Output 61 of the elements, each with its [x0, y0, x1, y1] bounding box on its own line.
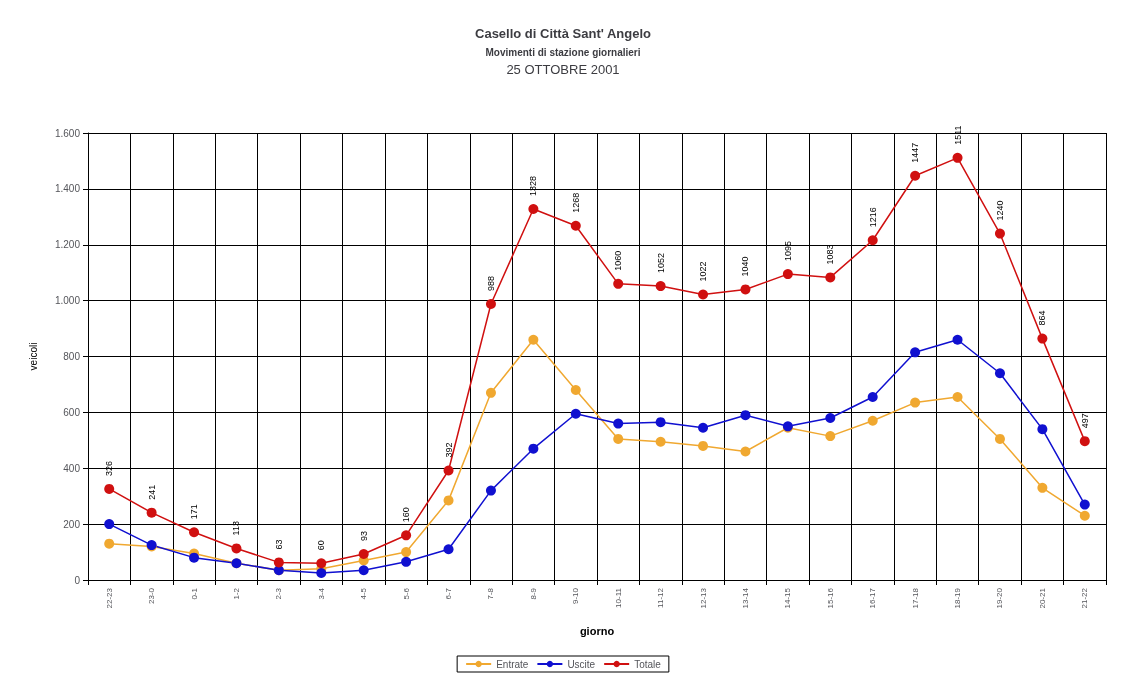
- x-tick-label: 21-22: [1080, 587, 1090, 609]
- x-tick-label: 10-11: [613, 587, 623, 608]
- y-axis-title: veicoli: [27, 342, 39, 371]
- x-tick-label: 8-9: [528, 587, 538, 600]
- text: 25 OTTOBRE 2001: [506, 62, 620, 77]
- data-label: 1240: [994, 200, 1005, 221]
- data-label: 988: [485, 275, 496, 291]
- x-tick-label: 0-1: [189, 587, 199, 600]
- x-axis-title: giorno: [579, 624, 615, 637]
- y-tick-label: 400: [63, 462, 81, 474]
- data-label: 1052: [655, 253, 666, 274]
- x-tick-label: 12-13: [698, 587, 708, 609]
- data-label: 864: [1037, 310, 1048, 326]
- y-tick-label: 1.400: [54, 183, 81, 195]
- data-label: 1040: [740, 256, 751, 277]
- y-tick-label: 1.200: [54, 239, 81, 251]
- y-tick-label: 0: [74, 574, 81, 586]
- data-label: 93: [358, 531, 369, 542]
- data-label: 60: [316, 540, 327, 551]
- x-tick-label: 9-10: [571, 587, 581, 605]
- chart-title: Casello di Città Sant' Angelo: [475, 26, 652, 41]
- y-tick-label: 600: [63, 406, 81, 418]
- x-tick-label: 2-3: [274, 587, 284, 600]
- data-label: 63: [273, 539, 284, 550]
- x-tick-label: 18-19: [953, 587, 963, 609]
- x-tick-label: 15-16: [825, 587, 835, 609]
- x-tick-label: 6-7: [444, 587, 454, 600]
- data-label: 171: [189, 504, 200, 520]
- data-label: 1216: [867, 207, 878, 228]
- x-tick-label: 5-6: [401, 587, 411, 600]
- legend-label: Uscite: [567, 658, 596, 670]
- data-label: 160: [401, 507, 412, 523]
- y-tick-label: 1.000: [54, 295, 81, 307]
- data-label: 1268: [570, 192, 581, 213]
- legend-label: Totale: [634, 658, 662, 670]
- x-tick-label: 17-18: [910, 587, 920, 609]
- x-tick-label: 22-23: [104, 587, 114, 609]
- data-label: 1022: [698, 261, 709, 282]
- x-tick-label: 11-12: [656, 587, 666, 608]
- y-tick-label: 800: [63, 351, 81, 362]
- data-label: 241: [146, 484, 157, 500]
- y-tick-label: 200: [63, 518, 81, 530]
- data-label: 497: [1079, 413, 1090, 429]
- data-label: 1095: [782, 241, 793, 262]
- x-tick-label: 20-21: [1037, 587, 1047, 609]
- y-tick-label: 1.600: [54, 127, 81, 139]
- data-label: 1511: [952, 125, 963, 145]
- x-tick-label: 14-15: [783, 587, 793, 609]
- x-tick-label: 4-5: [359, 587, 369, 600]
- x-tick-label: 7-8: [486, 587, 496, 600]
- data-label: 392: [443, 442, 454, 458]
- data-label: 1447: [910, 142, 921, 163]
- x-tick-label: 16-17: [868, 587, 878, 609]
- x-tick-label: 3-4: [316, 587, 326, 600]
- x-tick-label: 13-14: [740, 587, 750, 609]
- x-tick-label: 19-20: [995, 587, 1005, 609]
- x-tick-label: 23-0: [147, 587, 157, 605]
- legend-label: Entrate: [496, 658, 529, 670]
- chart-subtitle: Movimenti di stazione giornalieri: [485, 46, 641, 58]
- data-label: 1060: [613, 250, 624, 271]
- x-tick-label: 1-2: [231, 587, 241, 600]
